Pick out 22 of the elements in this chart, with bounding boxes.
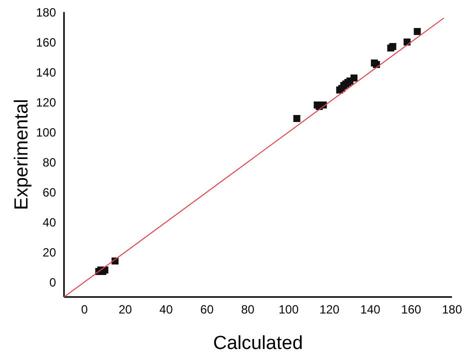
- y-tick-label: 100: [36, 125, 56, 140]
- y-tick-label: 40: [42, 215, 56, 230]
- y-tick-label: 20: [42, 245, 56, 260]
- x-tick-label: 60: [200, 302, 214, 317]
- x-tick-label: 100: [278, 302, 299, 317]
- x-tick-label: 140: [360, 302, 381, 317]
- y-tick-label: 0: [49, 275, 56, 290]
- y-axis-title: Experimental: [12, 99, 32, 210]
- y-tick-label: 120: [36, 95, 56, 110]
- y-tick-label: 180: [36, 5, 56, 20]
- y-tick-label: 60: [42, 185, 56, 200]
- y-tick-label: 160: [36, 35, 56, 50]
- y-tick-label: 80: [42, 155, 56, 170]
- x-tick-label: 80: [241, 302, 255, 317]
- x-tick-label: 120: [319, 302, 340, 317]
- x-axis-title: Calculated: [213, 333, 303, 354]
- x-tick-label: 20: [118, 302, 132, 317]
- y-tick-label: 140: [36, 65, 56, 80]
- x-tick-label: 0: [81, 302, 88, 317]
- x-tick-label: 160: [401, 302, 422, 317]
- x-tick-label: 40: [159, 302, 174, 317]
- x-tick-label: 180: [442, 302, 462, 317]
